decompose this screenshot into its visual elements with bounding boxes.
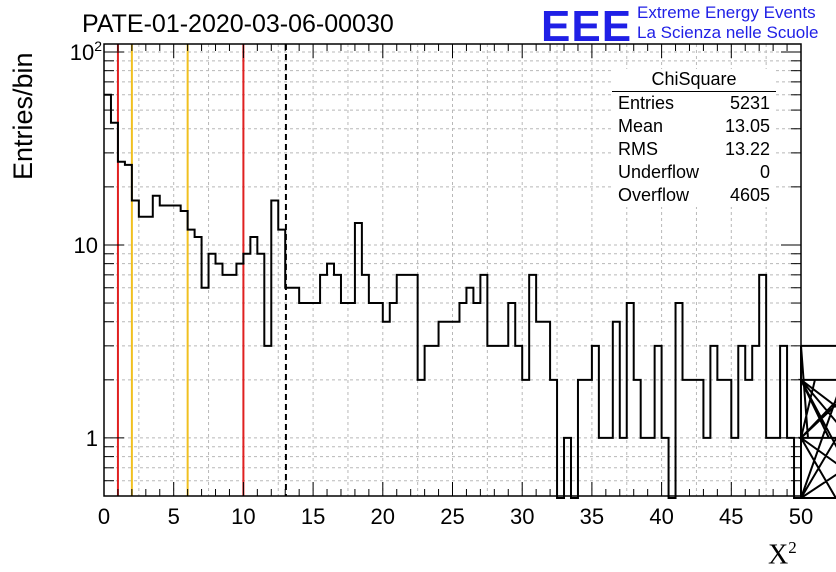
stats-row-mean: Mean 13.05: [618, 116, 770, 136]
x-axis-label: X2: [768, 538, 797, 571]
x-tick-label: 40: [649, 504, 673, 529]
stats-row-underflow: Underflow 0: [618, 162, 770, 182]
x-tick-label: 30: [510, 504, 534, 529]
stats-row-rms: RMS 13.22: [618, 139, 770, 159]
x-tick-label: 45: [719, 504, 743, 529]
x-tick-label: 15: [301, 504, 325, 529]
logo-subtitle-2: La Scienza nelle Scuole: [637, 23, 819, 42]
x-tick-label: 20: [371, 504, 395, 529]
stats-row-entries: Entries 5231: [618, 93, 770, 113]
x-tick-label: 50: [789, 504, 813, 529]
x-tick-label: 0: [98, 504, 110, 529]
y-tick-label: 10: [74, 233, 98, 258]
chart-title: PATE-01-2020-03-06-00030: [82, 10, 394, 38]
stats-row-overflow: Overflow 4605: [618, 185, 770, 205]
y-axis-label: Entries/bin: [8, 52, 38, 180]
eee-logo: EEE: [541, 2, 633, 51]
y-tick-label: 1: [86, 426, 98, 451]
logo-subtitle-1: Extreme Energy Events: [637, 3, 816, 22]
x-tick-label: 5: [168, 504, 180, 529]
x-tick-label: 35: [580, 504, 604, 529]
x-tick-label: 25: [440, 504, 464, 529]
stats-box-title: ChiSquare: [612, 69, 776, 92]
stats-box: ChiSquare Entries 5231 Mean 13.05 RMS 13.22…: [612, 69, 776, 207]
x-tick-label: 10: [231, 504, 255, 529]
y-tick-label: 102: [70, 38, 102, 65]
